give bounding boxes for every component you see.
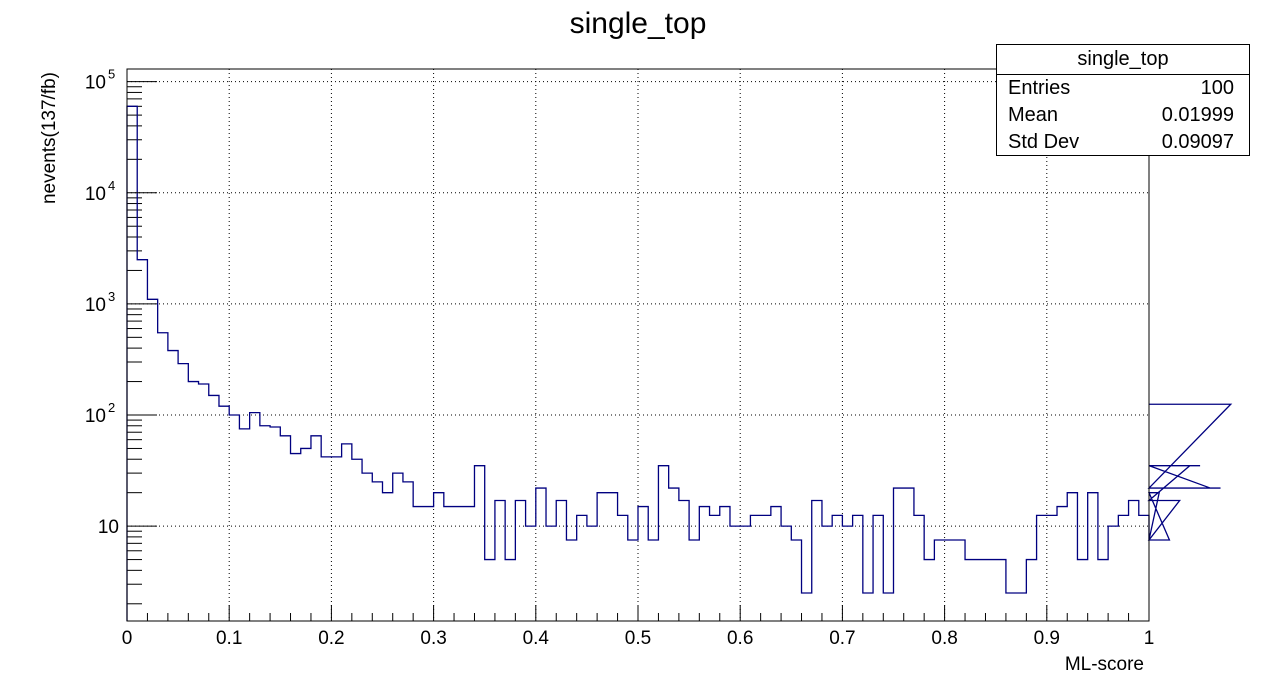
y-axis-minor-ticks <box>127 86 142 605</box>
grid-lines <box>127 69 1149 621</box>
stats-box-title: single_top <box>997 45 1249 75</box>
y-tick-label: 10 <box>85 406 106 427</box>
axes <box>126 68 1150 622</box>
stats-value: 100 <box>1200 77 1234 99</box>
stats-row-mean: Mean 0.01999 <box>997 102 1249 129</box>
x-tick-label: 0.1 <box>216 628 242 649</box>
histogram-line <box>126 105 1233 621</box>
chart-title: single_top <box>569 7 707 40</box>
x-axis-label: ML-score <box>1065 654 1144 675</box>
y-tick-label: 10 <box>98 517 119 538</box>
stats-row-entries: Entries 100 <box>997 75 1249 102</box>
x-tick-label: 0.9 <box>1034 628 1060 649</box>
x-tick-label: 0.4 <box>523 628 550 649</box>
y-tick-exponent: 4 <box>108 178 115 193</box>
x-tick-label: 0 <box>122 628 133 649</box>
stats-box: single_top Entries 100 Mean 0.01999 Std … <box>996 44 1250 156</box>
stats-label: Std Dev <box>1008 131 1080 153</box>
histogram-series <box>126 105 1233 621</box>
x-tick-label: 0.3 <box>420 628 446 649</box>
stats-row-std-dev: Std Dev 0.09097 <box>997 129 1249 156</box>
stats-value: 0.09097 <box>1161 131 1234 153</box>
stats-value: 0.01999 <box>1161 104 1234 126</box>
y-tick-label: 10 <box>85 295 106 316</box>
y-tick-exponent: 2 <box>108 400 115 415</box>
y-tick-exponent: 3 <box>108 289 115 304</box>
y-tick-label: 10 <box>85 184 106 205</box>
y-tick-label: 10 <box>85 73 106 94</box>
x-tick-label: 0.2 <box>318 628 344 649</box>
y-tick-exponent: 5 <box>108 67 115 82</box>
x-tick-label: 1 <box>1144 628 1155 649</box>
stats-label: Entries <box>1008 77 1071 99</box>
plot-frame <box>126 68 1150 622</box>
stats-label: Mean <box>1008 104 1059 126</box>
x-tick-label: 0.8 <box>931 628 957 649</box>
x-axis-tick-labels: 0 0.1 0.2 0.3 0.4 0.5 0.6 0.7 0.8 0.9 1 <box>122 628 1155 649</box>
x-tick-label: 0.6 <box>727 628 753 649</box>
y-axis-label: nevents(137/fb) <box>39 72 60 204</box>
x-tick-label: 0.7 <box>829 628 855 649</box>
x-tick-label: 0.5 <box>625 628 651 649</box>
